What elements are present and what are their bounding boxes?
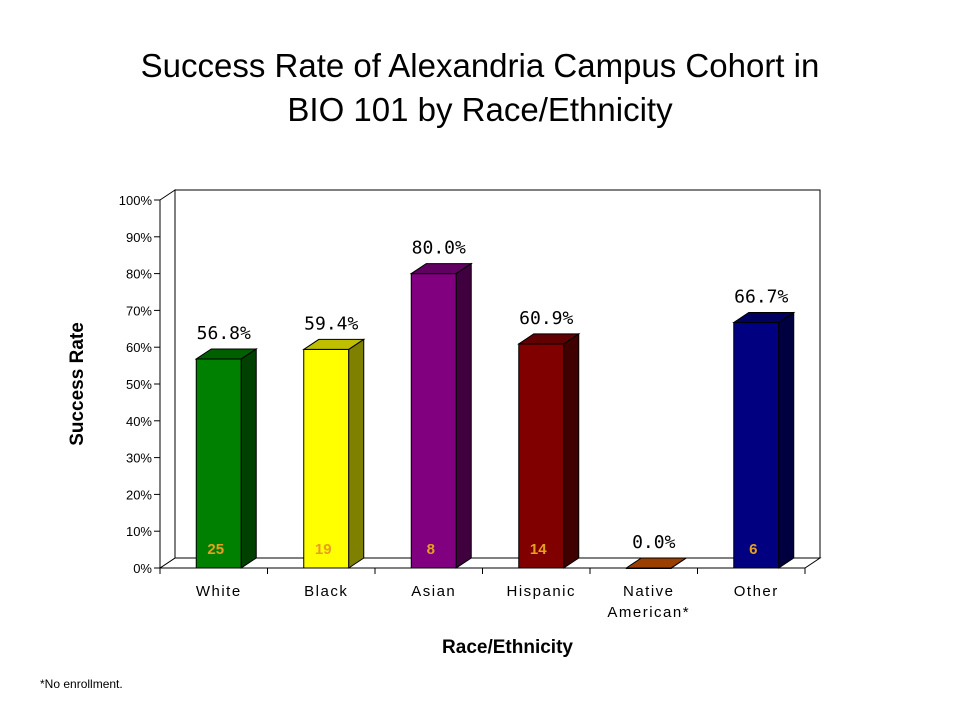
count-label: 14 xyxy=(530,541,547,558)
count-label: 25 xyxy=(207,541,224,558)
data-label: 66.7% xyxy=(734,287,788,308)
chart-title-line-1: Success Rate of Alexandria Campus Cohort… xyxy=(140,47,820,84)
bar xyxy=(303,348,350,569)
chart-title-line-2: BIO 101 by Race/Ethnicity xyxy=(287,91,673,128)
bar xyxy=(410,273,457,569)
bar-side xyxy=(455,262,472,569)
data-label: 80.0% xyxy=(412,238,466,259)
y-tick-label: 50% xyxy=(126,377,152,392)
x-tick-label: Hispanic xyxy=(506,583,576,600)
count-label: 6 xyxy=(749,541,757,558)
y-tick-label: 30% xyxy=(126,451,152,466)
x-tick-label: American* xyxy=(607,604,690,621)
bar xyxy=(518,343,565,569)
y-tick-label: 60% xyxy=(126,340,152,355)
y-tick-label: 10% xyxy=(126,524,152,539)
data-label: 59.4% xyxy=(304,313,358,334)
footnote: *No enrollment. xyxy=(40,677,123,691)
data-label: 56.8% xyxy=(197,323,251,344)
y-axis-title: Success Rate xyxy=(67,322,88,446)
x-axis-title: Race/Ethnicity xyxy=(442,637,573,658)
bar-side xyxy=(670,557,687,569)
chart-title: Success Rate of Alexandria Campus Cohort… xyxy=(0,44,960,132)
x-tick-label: Native xyxy=(623,583,675,600)
y-tick-label: 90% xyxy=(126,230,152,245)
bar-side xyxy=(778,311,795,569)
x-tick-label: White xyxy=(196,583,242,600)
bar xyxy=(195,358,242,569)
plot-side-wall xyxy=(159,189,176,569)
bar-side xyxy=(348,338,365,569)
plot-back-wall xyxy=(174,189,821,559)
y-tick-label: 20% xyxy=(126,487,152,502)
bar-side xyxy=(563,332,580,569)
count-label: 19 xyxy=(315,541,332,558)
x-tick-label: Black xyxy=(304,583,348,600)
y-tick-label: 70% xyxy=(126,303,152,318)
y-tick-label: 40% xyxy=(126,414,152,429)
x-tick-label: Asian xyxy=(411,583,456,600)
data-label: 60.9% xyxy=(519,308,573,329)
x-tick-label: Other xyxy=(734,583,779,600)
bar xyxy=(733,322,780,569)
bar-side xyxy=(240,348,257,569)
count-label: 8 xyxy=(427,541,435,558)
y-tick-label: 0% xyxy=(133,561,152,576)
y-tick-label: 100% xyxy=(119,193,153,208)
y-tick-label: 80% xyxy=(126,267,152,282)
data-label: 0.0% xyxy=(632,532,676,553)
plot-floor xyxy=(158,557,822,569)
